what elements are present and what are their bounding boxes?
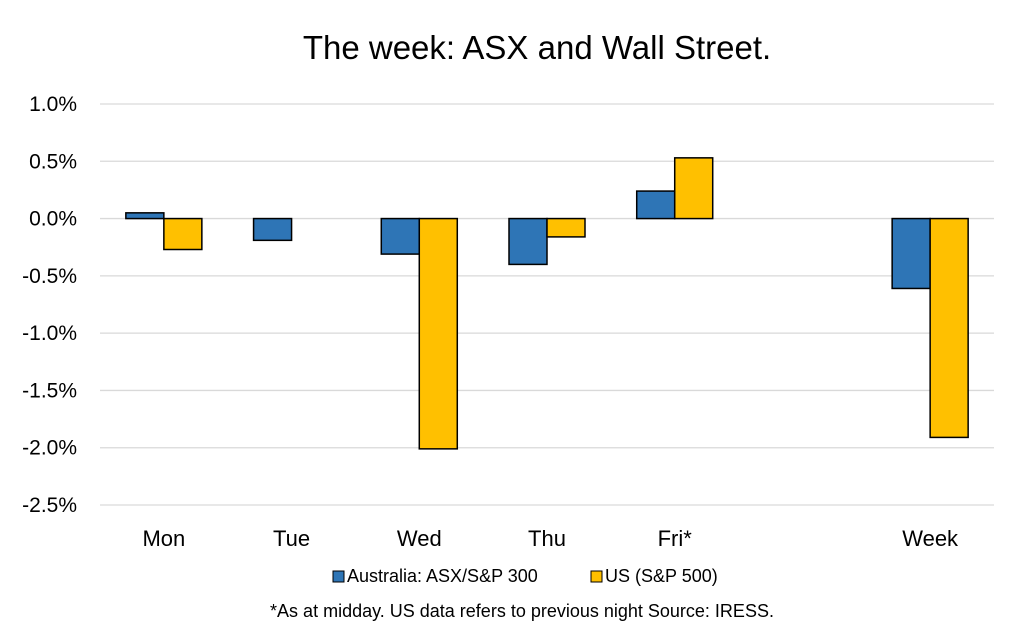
bars — [125, 157, 969, 450]
y-tick-label: -1.5% — [22, 379, 77, 402]
y-axis-tick-labels: 1.0% 0.5% 0.0% -0.5% -1.0% -1.5% -2.0% -2.5% — [22, 93, 77, 517]
y-tick-label: -2.0% — [22, 437, 77, 460]
y-tick-label: 0.0% — [29, 208, 77, 231]
x-tick-label: Mon — [142, 526, 185, 551]
x-tick-label: Wed — [397, 526, 442, 551]
x-tick-label: Thu — [528, 526, 566, 551]
x-tick-label: Fri* — [658, 526, 693, 551]
x-tick-label: Week — [902, 526, 959, 551]
bar-us-thu — [546, 217, 586, 238]
bar-us-week — [929, 217, 969, 439]
y-tick-label: -2.5% — [22, 494, 77, 517]
y-tick-label: 1.0% — [29, 93, 77, 116]
chart-title: The week: ASX and Wall Street. — [303, 29, 771, 66]
bar-australia-mon — [125, 212, 165, 220]
legend-swatch-australia — [332, 570, 345, 583]
bar-australia-thu — [508, 217, 548, 266]
bar-us-mon — [163, 217, 203, 251]
bar-australia-fri — [635, 190, 676, 220]
bar-australia-tue — [252, 217, 293, 242]
bar-us-wed — [418, 217, 459, 450]
bar-australia-week — [891, 217, 931, 290]
chart-footnote: *As at midday. US data refers to previou… — [270, 601, 774, 621]
bar-australia-wed — [380, 217, 421, 255]
legend-label-us: US (S&P 500) — [605, 566, 718, 586]
y-tick-label: -0.5% — [22, 265, 77, 288]
legend-label-australia: Australia: ASX/S&P 300 — [347, 566, 538, 586]
legend: Australia: ASX/S&P 300 US (S&P 500) — [332, 566, 718, 586]
x-tick-label: Tue — [273, 526, 310, 551]
gridlines — [100, 103, 994, 506]
y-tick-label: -1.0% — [22, 322, 77, 345]
bar-us-fri — [673, 157, 714, 220]
x-axis-tick-labels: Mon Tue Wed Thu Fri* Week — [142, 526, 959, 551]
legend-swatch-us — [590, 570, 603, 583]
y-tick-label: 0.5% — [29, 150, 77, 173]
